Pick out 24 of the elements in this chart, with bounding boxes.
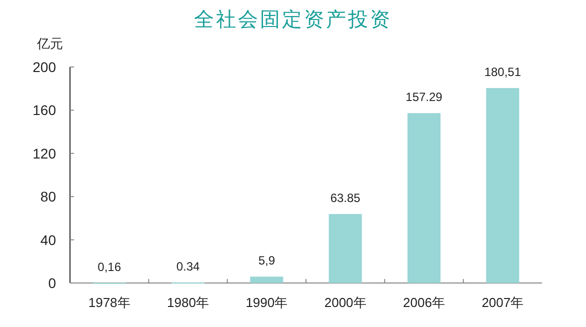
bar — [486, 88, 520, 283]
x-tick-label: 2007年 — [482, 295, 524, 310]
data-label: 0.34 — [176, 260, 200, 274]
data-label: 5,9 — [258, 254, 276, 268]
bar — [328, 214, 362, 283]
bar — [250, 276, 284, 283]
y-tick-label: 0 — [48, 275, 56, 291]
y-tick-label: 160 — [32, 102, 56, 118]
x-tick-label: 1978年 — [88, 295, 130, 310]
y-tick-label: 200 — [32, 59, 56, 75]
y-axis-title: 亿元 — [36, 36, 63, 51]
y-tick-label: 120 — [32, 145, 56, 162]
bar — [407, 113, 441, 283]
data-label: 63.85 — [330, 191, 361, 206]
data-label: 157.29 — [406, 90, 443, 104]
y-tick-label: 80 — [40, 188, 56, 205]
x-tick-label: 1990年 — [246, 295, 288, 310]
data-label: 180,51 — [484, 65, 522, 80]
x-tick-label: 2006年 — [403, 295, 445, 310]
x-tick-label: 1980年 — [167, 295, 209, 310]
x-tick-label: 2000年 — [324, 295, 366, 310]
y-tick-label: 40 — [40, 232, 56, 248]
chart-title: 全社会固定资产投资 — [194, 9, 392, 31]
data-label: 0,16 — [98, 260, 122, 274]
